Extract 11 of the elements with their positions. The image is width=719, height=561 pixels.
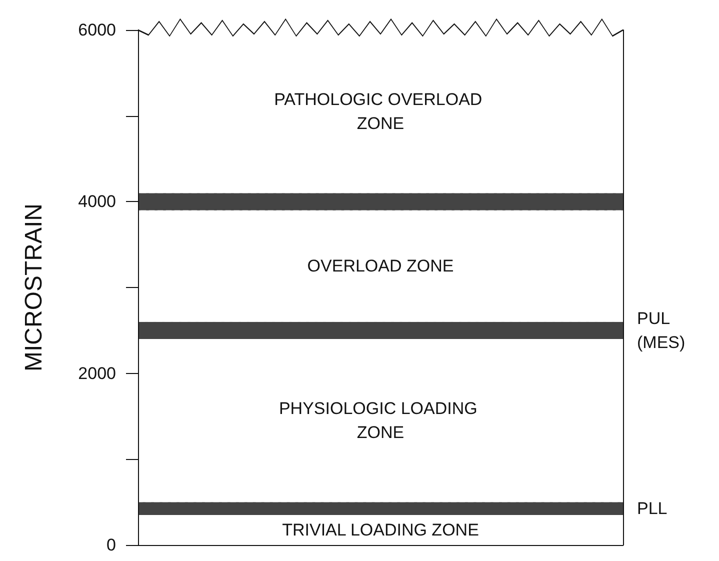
series-label: PATHOLOGIC OVERLOAD ZONE [274,90,487,134]
series-label: PHYSIOLOGIC LOADING ZONE [278,399,482,442]
y-tick-label: 4000 [78,192,116,212]
series-label: PUL (MES) [637,308,686,352]
y-tick-label: 2000 [78,364,116,383]
y-tick-label: 6000 [78,20,116,40]
y-tick-label: 0 [106,536,116,554]
series-label: PLL [637,499,668,518]
series-label: TRIVIAL LOADING ZONE [282,520,479,540]
series-label: OVERLOAD ZONE [307,256,454,276]
y-axis-title: MICROSTRAIN [20,204,48,372]
